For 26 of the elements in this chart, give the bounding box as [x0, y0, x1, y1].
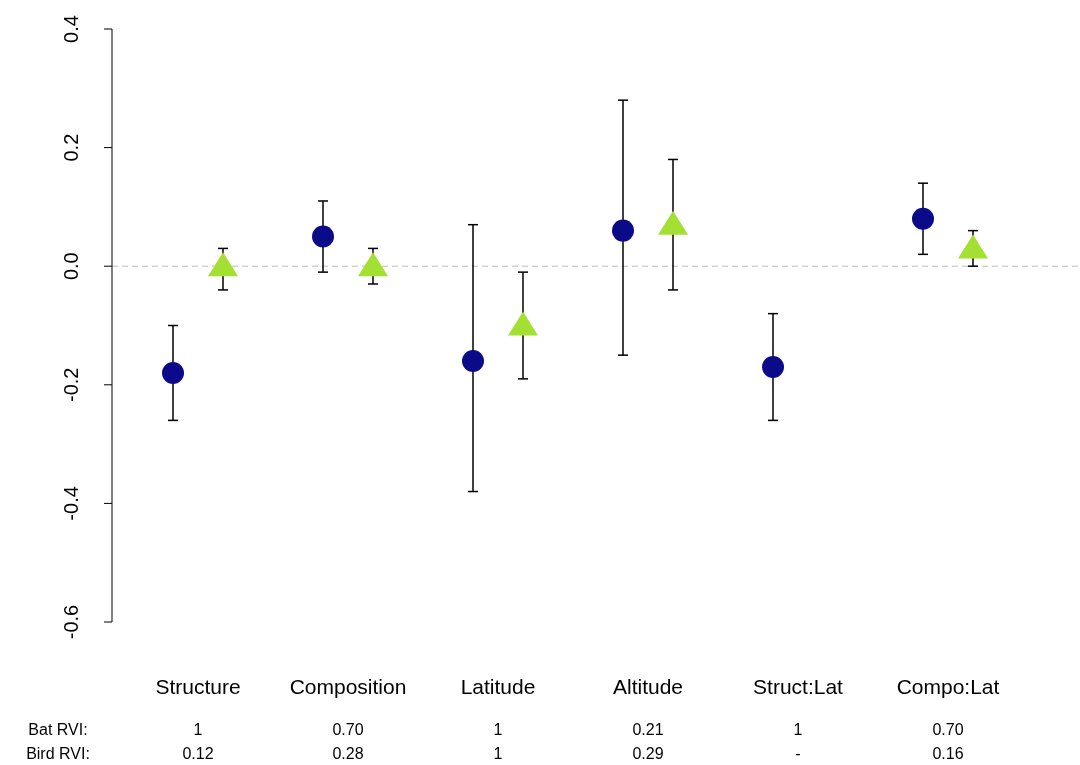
text: 0.29: [632, 745, 664, 762]
x-tick-label: Structure: [155, 675, 241, 698]
y-tick-label: 0.0: [60, 252, 82, 281]
text: 0.28: [332, 745, 364, 762]
x-tick-label: Composition: [289, 675, 407, 698]
text: 1: [793, 721, 803, 738]
text: 1: [493, 721, 503, 738]
text: 1: [193, 721, 203, 738]
y-tick-label: -0.6: [60, 604, 82, 640]
y-tick-label: 0.2: [60, 133, 82, 162]
text: Bird RVI:: [26, 745, 90, 762]
x-tick-label: Compo:Lat: [896, 675, 1000, 698]
y-tick-label: -0.2: [60, 367, 82, 403]
y-tick-label: -0.4: [60, 486, 82, 521]
text: 0.70: [332, 721, 364, 738]
text: 0.16: [932, 745, 964, 762]
x-tick-label: Altitude: [612, 675, 684, 698]
text: Bat RVI:: [28, 721, 88, 738]
x-tick-label: Struct:Lat: [753, 675, 844, 698]
text: 0.70: [932, 721, 964, 738]
x-tick-label: Latitude: [460, 675, 536, 698]
text: 0.21: [632, 721, 664, 738]
text: -: [795, 745, 801, 762]
text: 1: [493, 745, 503, 762]
y-tick-label: 0.4: [60, 15, 82, 43]
text: 0.12: [182, 745, 214, 762]
